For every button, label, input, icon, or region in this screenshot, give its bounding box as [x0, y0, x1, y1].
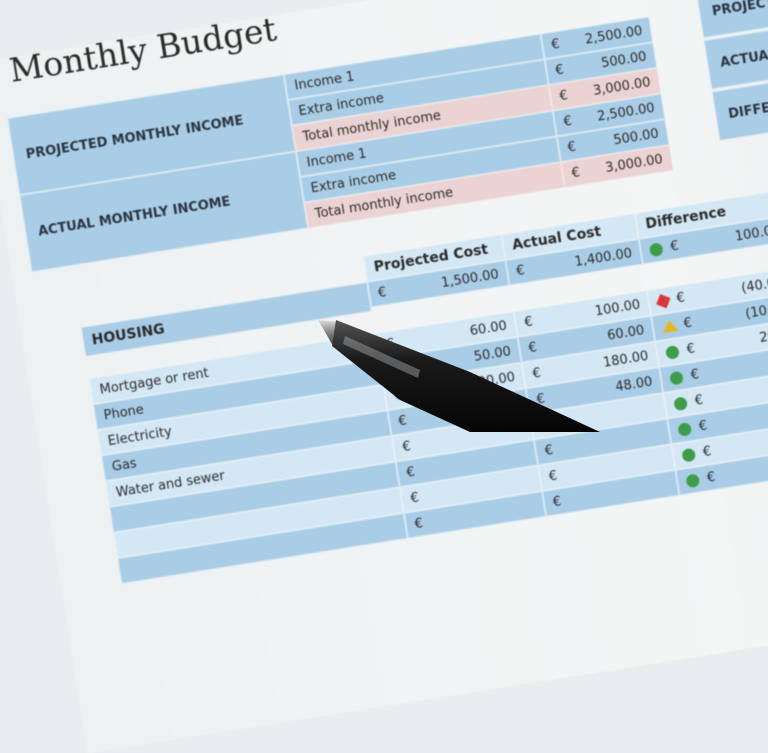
green-circle-icon — [685, 472, 701, 488]
currency-symbol: € — [543, 442, 555, 459]
pen-barrel — [332, 320, 600, 432]
currency-symbol: € — [551, 493, 563, 510]
currency-symbol: € — [401, 438, 412, 455]
green-circle-icon — [681, 447, 697, 463]
currency-symbol: € — [405, 464, 416, 481]
pen — [318, 320, 600, 432]
currency-symbol: € — [705, 469, 717, 486]
currency-symbol: € — [701, 443, 713, 460]
currency-symbol: € — [547, 468, 559, 485]
currency-symbol: € — [413, 515, 425, 532]
currency-symbol: € — [409, 489, 420, 507]
